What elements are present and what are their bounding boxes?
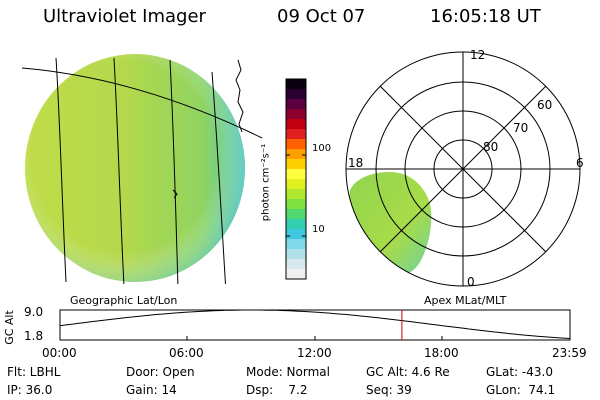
altitude-ylabel: GC Alt xyxy=(2,310,16,345)
colorbar-ticks xyxy=(286,154,306,237)
status-door: Door: Open xyxy=(126,365,195,379)
colorbar-band xyxy=(286,179,306,190)
mlt-label-12: 12 xyxy=(470,48,486,62)
colorbar-band xyxy=(286,79,306,90)
mlt-label-6: 6 xyxy=(576,156,584,170)
colorbar-band xyxy=(286,159,306,170)
colorbar-band xyxy=(286,109,306,120)
colorbar-band xyxy=(286,219,306,230)
status-filter: Flt: LBHL xyxy=(7,365,61,379)
status-gain: Gain: 14 xyxy=(126,383,177,397)
time-tick-0600: 06:00 xyxy=(169,346,204,360)
instrument-title: Ultraviolet Imager xyxy=(43,6,206,27)
altitude-plot-frame xyxy=(59,309,571,341)
status-glat: GLat: -43.0 xyxy=(486,365,553,379)
mlat-label-60: 60 xyxy=(537,98,553,112)
coastline-small xyxy=(172,189,178,199)
mlat-label-70: 70 xyxy=(513,121,529,135)
mlt-label-18: 18 xyxy=(348,156,364,170)
colorbar-band xyxy=(286,89,306,100)
altitude-curve xyxy=(59,309,571,339)
status-ip: IP: 36.0 xyxy=(7,383,53,397)
colorbar-frame xyxy=(285,78,307,280)
status-glon: GLon: 74.1 xyxy=(486,383,556,397)
colorbar-band xyxy=(286,139,306,150)
time-label: 16:05:18 UT xyxy=(430,6,541,27)
colorbar-band xyxy=(286,149,306,160)
colorbar-band xyxy=(286,259,306,270)
polar-grid xyxy=(345,51,581,287)
mlt-label-0: 0 xyxy=(467,275,475,289)
geographic-caption: Geographic Lat/Lon xyxy=(70,294,178,307)
status-dsp: Dsp: 7.2 xyxy=(246,383,308,397)
time-tick-0000: 00:00 xyxy=(42,346,77,360)
colorbar-tick-10: 10 xyxy=(312,224,325,235)
colorbar-band xyxy=(286,99,306,110)
time-tick-1200: 12:00 xyxy=(297,346,332,360)
status-seq: Seq: 39 xyxy=(366,383,412,397)
latitude-line xyxy=(21,67,263,139)
longitude-lines xyxy=(55,57,226,284)
mlat-label-80: 80 xyxy=(483,140,499,154)
altitude-x-ticks xyxy=(186,336,443,340)
status-gc-alt: GC Alt: 4.6 Re xyxy=(366,365,450,379)
colorbar-unit-label: photon cm⁻²s⁻¹ xyxy=(260,143,272,222)
colorbar-band xyxy=(286,169,306,180)
auroral-oval-segment xyxy=(348,172,432,275)
colorbar-band xyxy=(286,269,306,280)
apex-caption: Apex MLat/MLT xyxy=(424,294,507,307)
time-tick-1800: 18:00 xyxy=(424,346,459,360)
altitude-ymin: 1.8 xyxy=(24,329,44,343)
colorbar-tick-100: 100 xyxy=(312,143,332,154)
date-label: 09 Oct 07 xyxy=(277,6,366,27)
altitude-plot xyxy=(59,309,571,341)
status-mode: Mode: Normal xyxy=(246,365,330,379)
colorbar-band xyxy=(286,209,306,220)
colorbar-band xyxy=(286,129,306,140)
colorbar-band xyxy=(286,199,306,210)
earth-disk-limb xyxy=(25,54,245,282)
altitude-ymax: 9.0 xyxy=(24,305,44,319)
colorbar-band xyxy=(286,229,306,240)
polar-aurora xyxy=(348,172,432,275)
geographic-image xyxy=(21,54,263,284)
colorbar-band xyxy=(286,189,306,200)
colorbar xyxy=(286,79,306,280)
colorbar-band xyxy=(286,239,306,250)
time-tick-2359: 23:59 xyxy=(552,346,587,360)
coastline xyxy=(235,59,244,133)
colorbar-band xyxy=(286,119,306,130)
colorbar-band xyxy=(286,249,306,260)
